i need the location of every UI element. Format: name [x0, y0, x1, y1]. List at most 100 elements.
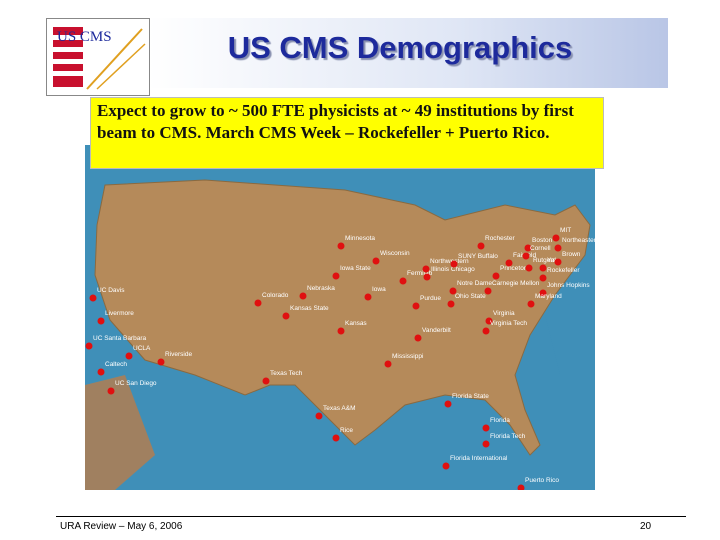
institution-label: Florida International — [450, 455, 508, 462]
institution-label: Vanderbilt — [422, 327, 451, 334]
institution-dot — [423, 273, 431, 281]
institution-label: Northwestern — [430, 258, 469, 265]
institution-label: Mississippi — [392, 353, 423, 360]
institution-label: Brown — [562, 251, 581, 258]
institution-dot — [505, 259, 513, 267]
institution-label: Yale — [547, 257, 560, 264]
institution-dot — [372, 257, 380, 265]
institution-label: Livermore — [105, 310, 134, 317]
institution-dot — [482, 424, 490, 432]
institution-label: Riverside — [165, 351, 192, 358]
institution-label: Florida — [490, 417, 510, 424]
institution-label: Virginia — [493, 310, 515, 317]
institution-dot — [539, 274, 547, 282]
flag-stripes — [53, 27, 83, 87]
institution-dot — [97, 368, 105, 376]
institution-dot — [485, 317, 493, 325]
institution-dot — [477, 242, 485, 250]
institution-dot — [85, 342, 93, 350]
institution-dot — [442, 462, 450, 470]
institution-dot — [552, 234, 560, 242]
page-number: 20 — [640, 521, 652, 532]
institution-label: Virginia Tech — [490, 320, 527, 327]
institution-dot — [482, 440, 490, 448]
institution-label: Maryland — [535, 293, 562, 300]
institution-dot — [97, 317, 105, 325]
institution-dot — [254, 299, 262, 307]
logo: US CMS — [46, 18, 150, 96]
institution-dot — [539, 264, 547, 272]
institution-dot — [399, 277, 407, 285]
institution-label: Rochester — [485, 235, 515, 242]
institution-dot — [364, 293, 372, 301]
institution-dot — [524, 244, 532, 252]
institution-dot — [107, 387, 115, 395]
institution-labels: Minnesota Wisconsin Iowa State Fermilab Nort… — [85, 227, 595, 490]
institution-label: UC San Diego — [115, 380, 157, 387]
institution-label: Princeton — [500, 265, 528, 272]
institution-label: Wisconsin — [380, 250, 410, 257]
institution-dot — [332, 434, 340, 442]
institution-dot — [262, 377, 270, 385]
institution-label: SUNY Buffalo — [458, 253, 498, 260]
institution-dot — [484, 287, 492, 295]
institution-label: UC Davis — [97, 287, 125, 294]
institution-label: Boston — [532, 237, 553, 244]
slide-title: US CMS Demographics — [227, 30, 573, 65]
institution-dot — [337, 242, 345, 250]
institution-label: Caltech — [105, 361, 127, 368]
institution-label: Illinois Chicago — [431, 266, 475, 273]
footer-rule — [56, 516, 686, 517]
institution-dot — [554, 244, 562, 252]
institution-label: Iowa — [372, 286, 386, 293]
institution-dot — [89, 294, 97, 302]
institution-label: Kansas State — [290, 305, 329, 312]
institution-dot — [449, 287, 457, 295]
institution-dot — [539, 289, 547, 297]
institution-label: Rutgers — [533, 257, 557, 264]
institution-dot — [444, 400, 452, 408]
institution-dot — [157, 358, 165, 366]
institution-dot — [517, 484, 525, 490]
institution-label: Fermilab — [407, 270, 433, 277]
institution-dot — [384, 360, 392, 368]
institution-dot — [412, 302, 420, 310]
institution-label: Puerto Rico — [525, 477, 559, 484]
institution-dot — [554, 258, 562, 266]
institution-dot — [315, 412, 323, 420]
institution-label: Kansas — [345, 320, 367, 327]
institution-dot — [414, 334, 422, 342]
institution-label: Johns Hopkins — [547, 282, 590, 289]
header-bar — [148, 18, 668, 88]
institution-label: Nebraska — [307, 285, 335, 292]
institution-label: Rice — [340, 427, 353, 434]
institution-dot — [527, 300, 535, 308]
institution-label: Northeastern — [562, 237, 595, 244]
institution-dot — [282, 312, 290, 320]
institution-label: Cornell — [530, 245, 551, 252]
institution-dot — [299, 292, 307, 300]
institution-dot — [447, 300, 455, 308]
institution-label: Texas A&M — [323, 405, 356, 412]
footer-text: URA Review – May 6, 2006 — [60, 521, 183, 532]
institution-dot — [482, 327, 490, 335]
institution-label: Iowa State — [340, 265, 371, 272]
us-map: Minnesota Wisconsin Iowa State Fermilab Nort… — [85, 145, 595, 490]
institution-label: Minnesota — [345, 235, 375, 242]
institution-dot — [492, 272, 500, 280]
institution-label: Ohio State — [455, 293, 486, 300]
institution-label: Florida State — [452, 393, 489, 400]
logo-text: US CMS — [57, 29, 112, 45]
institution-label: MIT — [560, 227, 571, 234]
institution-dot — [337, 327, 345, 335]
institution-dot — [422, 265, 430, 273]
institution-label: UCLA — [133, 345, 151, 352]
institution-dot — [332, 272, 340, 280]
institution-label: Texas Tech — [270, 370, 303, 377]
institution-dot — [522, 252, 530, 260]
institution-label: Purdue — [420, 295, 441, 302]
institution-label: Rockefeller — [547, 267, 580, 274]
institution-label: Colorado — [262, 292, 289, 299]
callout: Expect to grow to ~ 500 FTE physicists a… — [90, 97, 604, 169]
